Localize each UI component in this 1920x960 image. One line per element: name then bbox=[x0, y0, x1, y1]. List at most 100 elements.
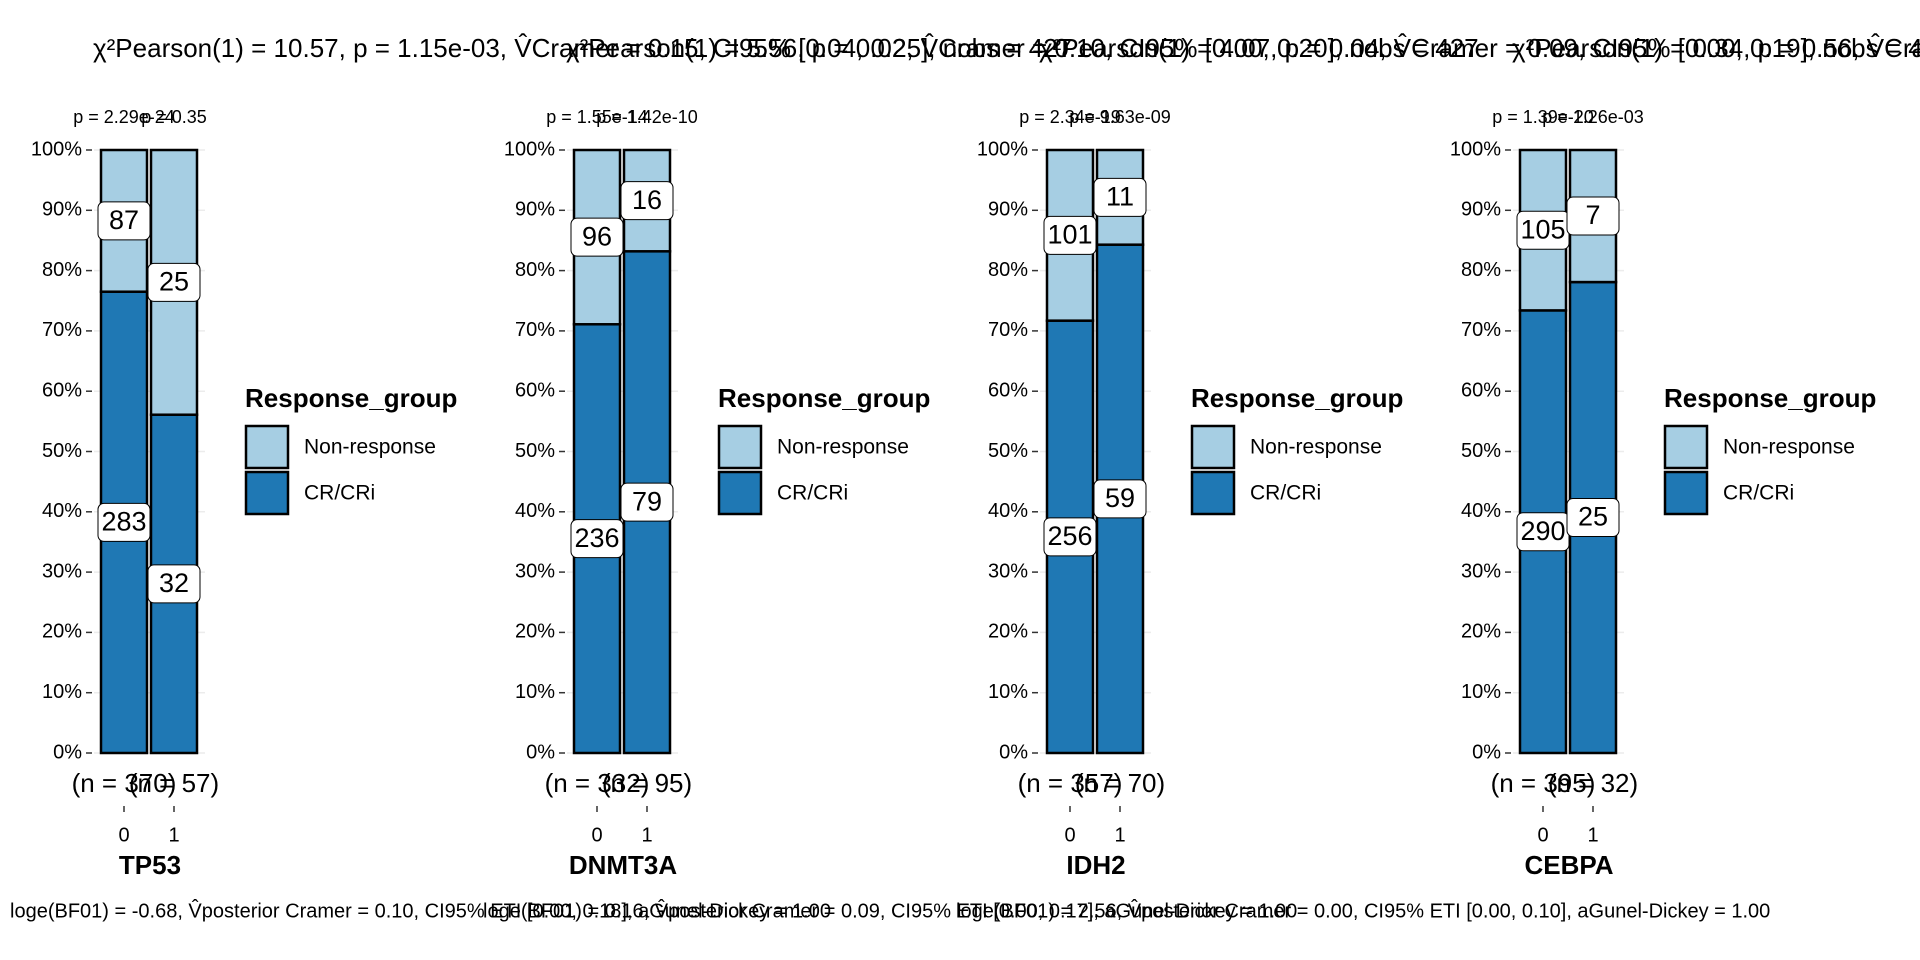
data-label: 25 bbox=[1578, 502, 1608, 532]
y-tick-label: 60% bbox=[1461, 379, 1501, 401]
data-label: 236 bbox=[574, 523, 619, 553]
y-tick-label: 70% bbox=[515, 319, 555, 341]
legend-label: CR/CRi bbox=[777, 482, 848, 505]
y-tick-label: 80% bbox=[988, 259, 1028, 281]
n-label: (n = 357) bbox=[1018, 768, 1123, 798]
n-label: (n = 32) bbox=[1548, 768, 1638, 798]
data-label: 7 bbox=[1585, 200, 1600, 230]
x-axis-title: TP53 bbox=[119, 850, 181, 880]
legend-key bbox=[1190, 470, 1236, 516]
y-tick-label: 60% bbox=[515, 379, 555, 401]
subtitle: χ²Pearson(1) = 5.56, p = 0.02, V̂Cramer … bbox=[566, 33, 1479, 63]
data-label: 59 bbox=[1105, 483, 1135, 513]
legend-key bbox=[1663, 424, 1709, 470]
y-tick-label: 0% bbox=[53, 741, 82, 763]
caption: loge(BF01) = 2.56, V̂posterior Cramer = … bbox=[956, 899, 1770, 922]
legend-key bbox=[717, 424, 763, 470]
x-tick-label: 1 bbox=[168, 824, 179, 846]
n-label: (n = 57) bbox=[129, 768, 219, 798]
data-label-box bbox=[620, 181, 674, 221]
data-label: 290 bbox=[1520, 516, 1565, 546]
x-tick-label: 0 bbox=[118, 824, 129, 846]
legend-label: Non-response bbox=[1250, 436, 1382, 459]
n-label: (n = 370) bbox=[72, 768, 177, 798]
x-tick-label: 1 bbox=[641, 824, 652, 846]
y-tick-label: 80% bbox=[515, 259, 555, 281]
subtitle: χ²Pearson(1) = 0.34, p = 0.56, V̂Cramer … bbox=[1512, 33, 1920, 63]
y-tick-label: 40% bbox=[1461, 500, 1501, 522]
y-tick-label: 50% bbox=[42, 440, 82, 462]
legend-label: Non-response bbox=[1723, 436, 1855, 459]
legend-label: Non-response bbox=[777, 436, 909, 459]
y-tick-label: 100% bbox=[504, 138, 555, 160]
p-label: p = 9.63e-09 bbox=[1069, 107, 1171, 127]
y-tick-label: 60% bbox=[42, 379, 82, 401]
data-label: 16 bbox=[632, 185, 662, 215]
legend-label: Non-response bbox=[304, 436, 436, 459]
y-tick-label: 40% bbox=[42, 500, 82, 522]
legend-label: CR/CRi bbox=[1723, 482, 1794, 505]
y-tick-label: 20% bbox=[42, 621, 82, 643]
y-tick-label: 20% bbox=[1461, 621, 1501, 643]
x-tick-label: 0 bbox=[1537, 824, 1548, 846]
data-label: 96 bbox=[582, 221, 612, 251]
legend-label: CR/CRi bbox=[1250, 482, 1321, 505]
legend-label: CR/CRi bbox=[304, 482, 375, 505]
subtitle: χ²Pearson(1) = 4.07, p = 0.04, V̂Cramer … bbox=[1039, 33, 1920, 63]
data-label: 256 bbox=[1047, 521, 1092, 551]
x-tick-label: 1 bbox=[1114, 824, 1125, 846]
p-label: p = 1.39e-20 bbox=[1492, 107, 1594, 127]
data-label: 101 bbox=[1047, 219, 1092, 249]
y-tick-label: 90% bbox=[988, 199, 1028, 221]
y-tick-label: 10% bbox=[1461, 681, 1501, 703]
y-tick-label: 100% bbox=[977, 138, 1028, 160]
y-tick-label: 40% bbox=[515, 500, 555, 522]
y-tick-label: 20% bbox=[988, 621, 1028, 643]
y-tick-label: 50% bbox=[988, 440, 1028, 462]
x-axis-title: DNMT3A bbox=[569, 850, 678, 880]
n-label: (n = 332) bbox=[545, 768, 650, 798]
data-label: 105 bbox=[1520, 214, 1565, 244]
x-axis-title: IDH2 bbox=[1066, 850, 1125, 880]
legend-key bbox=[1190, 424, 1236, 470]
data-label: 32 bbox=[159, 568, 189, 598]
caption: loge(BF01) = 0.16, V̂posterior Cramer = … bbox=[483, 899, 1297, 922]
data-label-box bbox=[1093, 177, 1147, 217]
x-tick-label: 0 bbox=[1064, 824, 1075, 846]
data-label-box bbox=[1566, 196, 1620, 236]
data-label-box bbox=[1093, 479, 1147, 519]
y-tick-label: 90% bbox=[42, 199, 82, 221]
y-tick-label: 100% bbox=[31, 138, 82, 160]
p-label: p = 2.34e-19 bbox=[1019, 107, 1121, 127]
data-label: 11 bbox=[1106, 181, 1134, 211]
y-tick-label: 30% bbox=[1461, 560, 1501, 582]
p-label: p = 1.55e-14 bbox=[546, 107, 648, 127]
y-tick-label: 90% bbox=[515, 199, 555, 221]
caption: loge(BF01) = -0.68, V̂posterior Cramer =… bbox=[10, 899, 831, 922]
p-label: p = 1.26e-03 bbox=[1542, 107, 1644, 127]
y-tick-label: 30% bbox=[515, 560, 555, 582]
n-label: (n = 395) bbox=[1491, 768, 1596, 798]
data-label: 283 bbox=[101, 506, 146, 536]
subtitle: χ²Pearson(1) = 10.57, p = 1.15e-03, V̂Cr… bbox=[93, 33, 1072, 63]
legend-title: Response_group bbox=[245, 383, 457, 413]
legend-key bbox=[717, 470, 763, 516]
y-tick-label: 80% bbox=[42, 259, 82, 281]
data-label-box bbox=[147, 564, 201, 604]
data-label-box bbox=[1566, 498, 1620, 538]
x-axis-title: CEBPA bbox=[1524, 850, 1613, 880]
y-tick-label: 70% bbox=[988, 319, 1028, 341]
y-tick-label: 50% bbox=[515, 440, 555, 462]
legend-title: Response_group bbox=[1664, 383, 1876, 413]
y-tick-label: 30% bbox=[988, 560, 1028, 582]
y-tick-label: 60% bbox=[988, 379, 1028, 401]
n-label: (n = 70) bbox=[1075, 768, 1165, 798]
y-tick-label: 0% bbox=[1472, 741, 1501, 763]
y-tick-label: 0% bbox=[999, 741, 1028, 763]
y-tick-label: 0% bbox=[526, 741, 555, 763]
y-tick-label: 30% bbox=[42, 560, 82, 582]
y-tick-label: 70% bbox=[1461, 319, 1501, 341]
legend-key bbox=[1663, 470, 1709, 516]
